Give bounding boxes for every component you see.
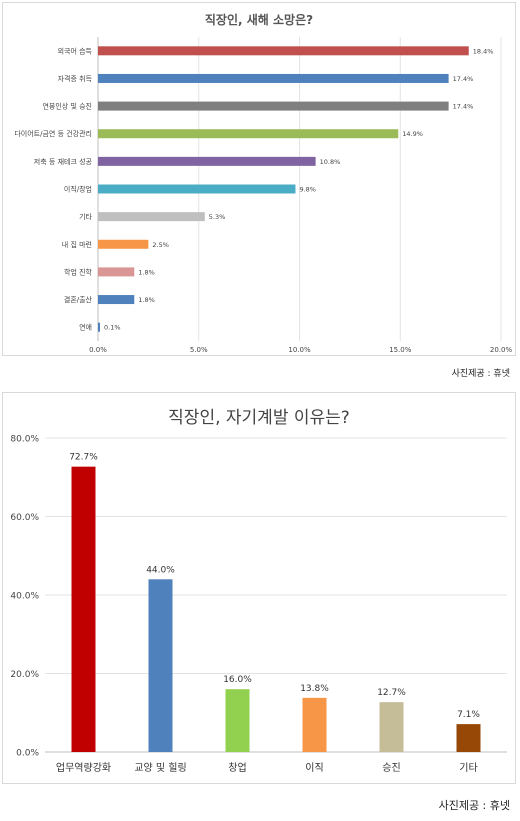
y-tick-label: 20.0% (10, 670, 39, 680)
data-label: 17.4% (453, 75, 474, 83)
photo-credit-1: 사진제공 : 휴넷 (451, 369, 510, 379)
y-tick-label: 0.0% (16, 749, 39, 759)
category-label: 학업 진학 (64, 267, 93, 276)
data-label: 18.4% (473, 47, 494, 55)
photo-credit-2: 사진제공 : 휴넷 (438, 799, 510, 812)
bar (98, 46, 469, 56)
new-year-wish-chart-panel: 직장인, 새해 소망은? 0.0% 5.0% 10.0% 15.0% 20.0% 외국어 … (2, 2, 516, 356)
data-label: 7.1% (457, 710, 480, 720)
bar (456, 724, 481, 752)
y-tick-label: 60.0% (10, 513, 39, 523)
data-label: 17.4% (453, 103, 474, 111)
self-development-chart-panel: 직장인, 자기계발 이유는? 0.0% 20.0% 40.0% 60.0% 80.0% 7… (2, 392, 516, 784)
x-tick-label: 5.0% (190, 346, 208, 354)
category-label: 연애 (79, 323, 92, 332)
category-label: 창업 (228, 761, 246, 774)
category-label: 이직/창업 (64, 185, 92, 194)
bar (98, 295, 135, 305)
x-tick-label: 20.0% (490, 346, 513, 354)
category-label: 연봉인상 및 승진 (42, 102, 92, 111)
data-label: 9.8% (299, 186, 316, 194)
category-label: 기타 (459, 762, 477, 774)
bar (98, 212, 205, 222)
bar (98, 322, 101, 332)
data-label: 12.7% (377, 688, 406, 698)
bar (302, 697, 327, 752)
bar (225, 689, 250, 752)
x-tick-label: 10.0% (288, 346, 311, 354)
bar (98, 156, 316, 166)
data-label: 14.9% (402, 130, 423, 138)
y-tick-label: 40.0% (10, 592, 39, 602)
category-label: 다이어트/금연 등 건강관리 (14, 129, 92, 138)
data-label: 1.8% (138, 296, 155, 304)
data-label: 5.3% (209, 213, 226, 221)
category-label: 교양 및 힐링 (134, 761, 186, 774)
category-label: 이직 (305, 762, 323, 774)
category-label: 결혼/출산 (64, 295, 93, 304)
category-label: 내 집 마련 (62, 240, 92, 249)
category-label: 외국어 습득 (58, 46, 93, 55)
data-label: 2.5% (152, 241, 169, 249)
chart-2-title: 직장인, 자기계발 이유는? (168, 408, 350, 428)
category-label: 저축 등 재테크 성공 (34, 157, 93, 166)
bar (148, 579, 173, 752)
bar (98, 73, 449, 83)
chart-1-plot: 0.0% 5.0% 10.0% 15.0% 20.0% 외국어 습득 18.4% 자격증 취득… (14, 37, 513, 354)
bar (98, 101, 449, 111)
data-label: 0.1% (104, 324, 121, 332)
data-label: 72.7% (69, 453, 98, 463)
data-label: 10.8% (320, 158, 341, 166)
x-tick-label: 15.0% (389, 346, 412, 354)
bar (71, 466, 96, 752)
bar (379, 702, 404, 752)
category-label: 자격증 취득 (58, 74, 93, 83)
chart-2-plot: 0.0% 20.0% 40.0% 60.0% 80.0% 72.7% 업무역량강화 44.0%… (10, 435, 507, 774)
data-label: 44.0% (146, 565, 175, 575)
y-tick-label: 80.0% (10, 435, 39, 445)
data-label: 13.8% (300, 684, 329, 694)
x-tick-label: 0.0% (89, 346, 107, 354)
data-label: 1.8% (138, 268, 155, 276)
chart-1-title: 직장인, 새해 소망은? (204, 13, 314, 27)
data-label: 16.0% (223, 675, 252, 685)
bar (98, 129, 399, 139)
category-label: 업무역량강화 (56, 761, 111, 774)
category-label: 승진 (382, 762, 400, 774)
bar (98, 267, 135, 277)
bar (98, 239, 149, 249)
category-label: 기타 (79, 212, 92, 221)
bar (98, 184, 296, 194)
